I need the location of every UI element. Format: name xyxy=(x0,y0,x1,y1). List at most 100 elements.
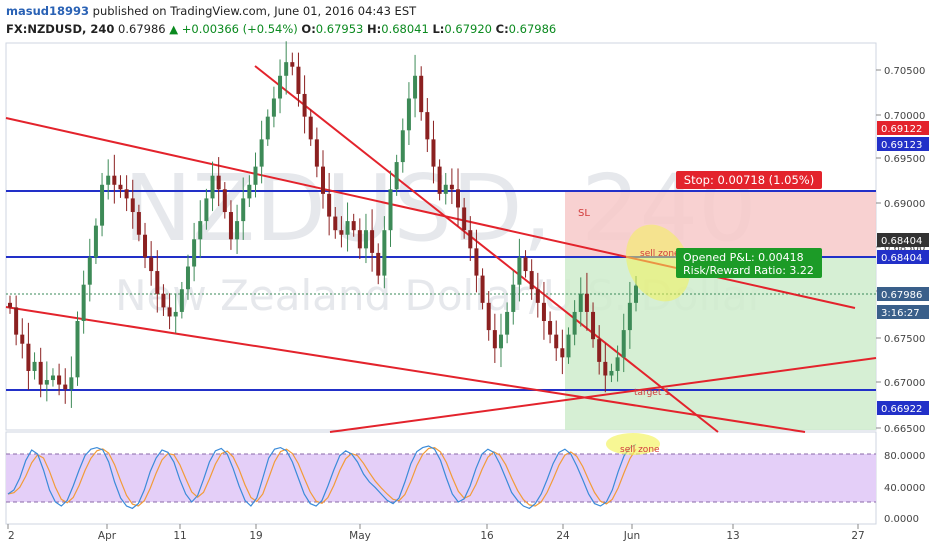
candle-body xyxy=(50,375,55,381)
time-tick-label: 13 xyxy=(726,530,739,542)
price-tag xyxy=(877,287,929,301)
candle-body xyxy=(584,293,589,312)
candle-body xyxy=(241,198,246,222)
price-tag-label: 0.66922 xyxy=(881,404,922,415)
close-label: C: xyxy=(495,22,509,36)
time-axis[interactable]: 2 Apr 11 19 May 16 24 Jun 13 27 xyxy=(7,524,865,542)
candle-body xyxy=(149,257,154,272)
time-tick-label: 19 xyxy=(249,530,262,542)
risk-reward-text: Risk/Reward Ratio: 3.22 xyxy=(683,264,814,277)
candle-body xyxy=(8,302,12,308)
time-tick-label: 24 xyxy=(556,530,570,542)
candle-body xyxy=(394,162,399,190)
candle-body xyxy=(75,321,80,378)
price-tick-label: 0.70000 xyxy=(884,111,925,122)
candle-body xyxy=(357,230,362,249)
candle-body xyxy=(308,116,313,140)
trendline-rising[interactable] xyxy=(329,357,877,433)
candle-body xyxy=(14,307,19,335)
candle-body xyxy=(302,93,307,117)
candle-body xyxy=(20,334,25,344)
candle-body xyxy=(351,221,356,231)
candle-body xyxy=(106,175,111,185)
price-tag xyxy=(877,121,929,135)
publish-header: masud18993 published on TradingView.com,… xyxy=(6,4,416,18)
candle-body xyxy=(615,357,620,371)
candle-body xyxy=(228,212,233,240)
candle-body xyxy=(63,384,68,390)
candle-body xyxy=(554,334,559,349)
high-value: 0.68041 xyxy=(381,22,429,36)
stop-badge xyxy=(676,171,822,189)
time-tick-label: 2 xyxy=(8,530,15,542)
candle-body xyxy=(474,248,479,276)
candle-body xyxy=(161,293,166,308)
candle-body xyxy=(468,230,473,249)
candle-body xyxy=(597,339,602,362)
candle-body xyxy=(578,293,583,312)
time-tick-label: Apr xyxy=(98,530,117,542)
candle-body xyxy=(535,289,540,303)
candle-body xyxy=(278,75,283,99)
candle-body xyxy=(560,348,565,358)
candle-body xyxy=(155,271,160,294)
candle-body xyxy=(486,302,491,331)
stoch-k-line xyxy=(7,443,637,510)
candle-body xyxy=(449,184,454,190)
low-value: 0.67920 xyxy=(444,22,492,36)
candle-body xyxy=(26,343,31,371)
candle-body xyxy=(523,257,528,272)
sell-zone-oscillator-label: sell zone xyxy=(620,445,660,455)
last-price: 0.67986 xyxy=(118,22,166,36)
symbol-label: FX:NZDUSD, 240 xyxy=(6,22,115,36)
candle-body xyxy=(290,62,295,67)
candle-body xyxy=(382,230,387,276)
candle-body xyxy=(284,62,289,76)
candle-body xyxy=(57,375,62,385)
candle-body xyxy=(296,66,301,94)
sell-zone-highlight xyxy=(625,224,691,302)
candle-body xyxy=(376,252,381,276)
price-tick-label: 0.66500 xyxy=(884,424,925,435)
candle-body xyxy=(480,275,485,303)
author-link[interactable]: masud18993 xyxy=(6,4,90,18)
candle-body xyxy=(388,189,393,231)
candle-body xyxy=(443,184,448,194)
price-tag-label: 3:16:27 xyxy=(881,308,920,319)
candle-body xyxy=(210,175,215,199)
price-tick-label: 0.69000 xyxy=(884,199,925,210)
time-tick-label: 27 xyxy=(851,530,864,542)
candle-body xyxy=(505,311,510,335)
close-value: 0.67986 xyxy=(508,22,557,36)
time-tick-label: 16 xyxy=(480,530,494,542)
candle-body xyxy=(253,166,258,185)
candle-body xyxy=(634,285,638,303)
trendline-steep[interactable] xyxy=(254,65,719,433)
price-tags: 0.69122 0.69123 0.68404 0.68404 0.67986 3:16:… xyxy=(877,121,929,415)
candle-body xyxy=(204,198,209,222)
candle-body xyxy=(370,230,375,253)
candle-body xyxy=(112,175,117,185)
stop-text: Stop: 0.00718 (1.05%) xyxy=(684,173,814,187)
candle-body xyxy=(38,361,43,385)
price-tick-label: 0.70500 xyxy=(884,66,925,77)
candle-body xyxy=(419,75,424,113)
price-tick-label: 0.67500 xyxy=(884,334,925,345)
price-tick-label: 0.68500 xyxy=(884,243,925,254)
candle-body xyxy=(492,330,497,349)
target-label: target 1 xyxy=(634,388,670,398)
price-tag xyxy=(877,401,929,415)
candle-body xyxy=(124,189,129,199)
stoch-d-line xyxy=(7,446,637,507)
candle-body xyxy=(541,302,546,322)
candle-body xyxy=(271,98,276,117)
candle-body xyxy=(327,193,332,217)
price-tag-label: 0.69122 xyxy=(881,124,922,135)
candle-body xyxy=(87,257,92,285)
sell-zone-oscillator-highlight xyxy=(606,433,660,455)
candle-body xyxy=(81,284,86,322)
trendline-lower[interactable] xyxy=(5,306,806,433)
candle-body xyxy=(93,225,98,258)
oscillator-tick-label: 40.0000 xyxy=(884,483,925,494)
